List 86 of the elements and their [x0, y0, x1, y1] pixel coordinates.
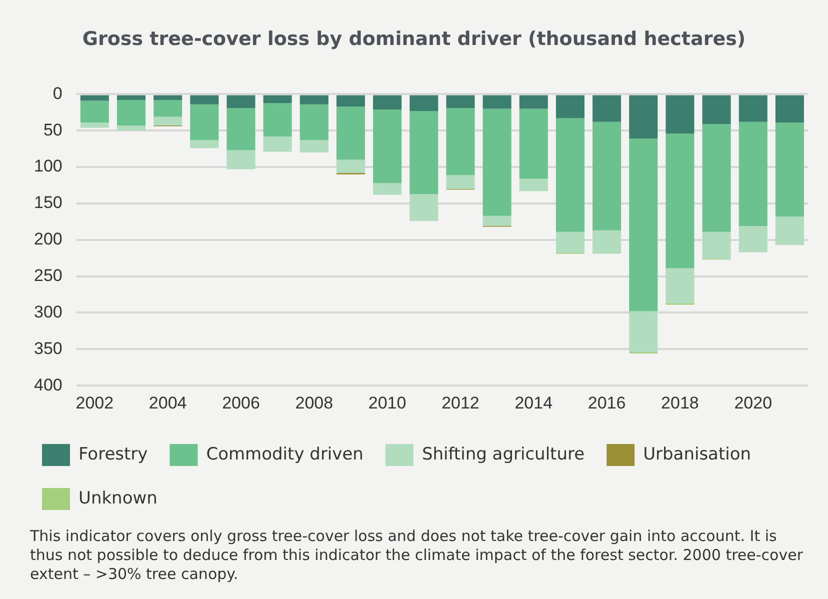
bar: [410, 110, 438, 194]
bar: [336, 106, 365, 160]
bar: [263, 95, 292, 103]
bar: [629, 95, 658, 139]
bar: [738, 95, 768, 122]
bar: [300, 95, 328, 104]
y-tick-label: 50: [43, 120, 62, 140]
bar: [592, 122, 622, 230]
bar: [738, 122, 768, 226]
legend-label: Shifting agriculture: [422, 444, 585, 464]
bar: [702, 124, 731, 232]
bar: [190, 104, 219, 140]
bar: [226, 108, 256, 150]
bar: [373, 95, 402, 110]
x-tick-label: 2010: [368, 393, 406, 412]
bar: [446, 108, 475, 176]
x-tick-label: 2018: [661, 393, 699, 412]
bar: [410, 95, 438, 111]
bar: [116, 95, 146, 100]
bar: [226, 95, 256, 108]
legend-label: Commodity driven: [206, 444, 364, 464]
bar: [336, 160, 365, 173]
bar: [666, 268, 694, 304]
y-tick-label: 350: [34, 338, 62, 358]
x-tick-label: 2014: [514, 393, 553, 412]
bar: [775, 95, 804, 123]
x-tick-label: 2006: [222, 393, 260, 412]
bar: [410, 194, 438, 221]
bar: [556, 232, 584, 254]
bar: [154, 116, 182, 126]
bar: [702, 232, 731, 259]
bar: [446, 95, 475, 108]
bar: [154, 95, 182, 100]
y-tick-label: 150: [34, 193, 62, 212]
text: This indicator covers only gross tree-cover loss and does not take tree-cover gain into account. It is thus not possible to deduce from this indicator the climate impact of the forest sector. 2000 tree-cover extent – >30% tree canopy.: [30, 527, 804, 584]
bar: [666, 95, 694, 134]
y-tick-label: 250: [34, 266, 62, 286]
bar: [80, 95, 109, 101]
bar: [300, 140, 328, 152]
y-tick-label: 400: [34, 375, 62, 394]
y-tick-label: 200: [34, 230, 62, 249]
bar: [592, 230, 622, 254]
bar: [190, 140, 219, 148]
bar: [80, 122, 109, 128]
bar: [556, 118, 584, 232]
y-tick-label: 300: [34, 302, 62, 322]
legend-label: Forestry: [78, 444, 148, 464]
bar: [300, 104, 328, 140]
y-tick-label: 0: [52, 84, 62, 103]
x-tick-label: 2002: [76, 393, 114, 412]
bar: [446, 175, 475, 189]
legend-label: Urbanisation: [643, 444, 752, 464]
bar: [116, 100, 146, 126]
bar: [373, 110, 402, 184]
bar: [373, 183, 402, 195]
bar: [519, 178, 548, 192]
chart-title: Gross tree-cover loss by dominant driver (thousand hectares): [81, 28, 747, 50]
bar: [592, 95, 622, 122]
x-tick-label: 2020: [734, 393, 772, 412]
bar: [80, 100, 109, 123]
bar: [556, 95, 584, 118]
x-tick-label: 2012: [442, 393, 480, 412]
y-tick-label: 100: [34, 156, 62, 176]
bar: [738, 226, 768, 252]
bar: [519, 95, 548, 109]
x-tick-label: 2008: [295, 393, 334, 412]
x-tick-label: 2016: [588, 393, 626, 412]
bar: [775, 216, 804, 245]
bar: [482, 95, 512, 109]
x-tick-label: 2004: [148, 393, 187, 412]
bar: [116, 126, 146, 131]
bar: [775, 122, 804, 217]
bar: [629, 311, 658, 352]
legend-label: Unknown: [78, 488, 158, 508]
bar: [482, 216, 512, 226]
bar: [190, 95, 219, 104]
bar: [154, 100, 182, 117]
bar: [702, 95, 731, 124]
bar: [666, 134, 694, 268]
bar: [226, 150, 256, 170]
bar: [263, 102, 292, 136]
bar: [336, 95, 365, 107]
bar: [629, 138, 658, 312]
bar: [482, 108, 512, 216]
bar: [263, 136, 292, 152]
bar: [519, 108, 548, 179]
